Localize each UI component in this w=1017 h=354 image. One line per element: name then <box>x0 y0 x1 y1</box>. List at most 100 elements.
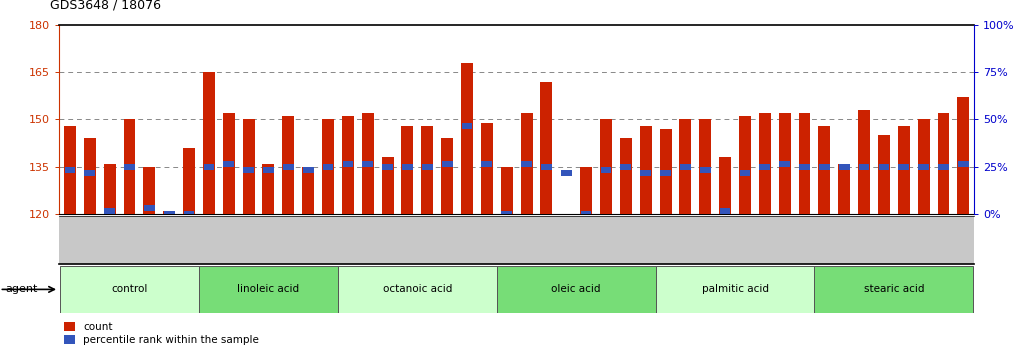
Text: agent: agent <box>5 284 38 295</box>
Bar <box>739 116 751 214</box>
Bar <box>64 167 75 173</box>
Bar <box>700 119 711 214</box>
Bar <box>338 266 496 313</box>
Bar <box>858 110 871 214</box>
Bar <box>760 164 770 170</box>
Bar <box>263 167 274 173</box>
Bar <box>496 266 656 313</box>
Bar <box>600 119 612 214</box>
Bar <box>422 164 432 170</box>
Bar <box>421 126 433 214</box>
Bar <box>898 164 909 170</box>
Bar <box>184 211 194 217</box>
Bar <box>303 167 313 173</box>
Bar <box>660 129 671 214</box>
Bar <box>898 126 910 214</box>
Bar <box>938 113 950 214</box>
Bar <box>362 113 373 214</box>
Bar <box>283 116 294 214</box>
Bar <box>700 167 711 173</box>
Text: palmitic acid: palmitic acid <box>702 284 769 295</box>
Bar <box>441 138 454 214</box>
Bar <box>501 211 513 217</box>
Bar <box>362 160 373 167</box>
Bar <box>521 160 532 167</box>
Text: GDS3648 / 18076: GDS3648 / 18076 <box>50 0 161 12</box>
Bar <box>878 135 890 214</box>
Bar <box>819 126 830 214</box>
Bar <box>223 113 235 214</box>
Bar <box>640 126 652 214</box>
Bar <box>779 160 790 167</box>
Bar <box>402 164 413 170</box>
Bar <box>540 81 552 214</box>
Text: octanoic acid: octanoic acid <box>382 284 452 295</box>
Bar <box>322 164 334 170</box>
Bar <box>481 122 493 214</box>
Bar <box>839 164 849 170</box>
Bar <box>815 266 973 313</box>
Bar <box>679 119 692 214</box>
Bar <box>680 164 691 170</box>
Bar <box>243 167 254 173</box>
Text: oleic acid: oleic acid <box>551 284 601 295</box>
Bar <box>441 160 453 167</box>
Bar <box>798 113 811 214</box>
Bar <box>719 157 731 214</box>
Bar <box>759 113 771 214</box>
Bar <box>541 164 552 170</box>
Bar <box>104 164 116 214</box>
Bar <box>938 164 949 170</box>
Bar <box>641 170 651 176</box>
Bar <box>243 119 254 214</box>
Bar <box>561 170 572 176</box>
Bar <box>203 72 215 214</box>
Bar <box>302 167 314 214</box>
Bar <box>799 164 810 170</box>
Bar <box>105 208 115 214</box>
Bar <box>163 211 175 214</box>
Bar <box>382 164 393 170</box>
Bar <box>879 164 889 170</box>
Bar <box>580 167 592 214</box>
Text: control: control <box>111 284 147 295</box>
Bar <box>858 164 870 170</box>
Text: linoleic acid: linoleic acid <box>237 284 300 295</box>
Bar <box>462 122 472 129</box>
Bar <box>322 119 334 214</box>
Bar <box>958 160 969 167</box>
Bar <box>500 167 513 214</box>
Bar <box>60 266 199 313</box>
Bar <box>601 167 611 173</box>
Bar <box>342 116 354 214</box>
Bar <box>481 160 492 167</box>
Bar <box>144 205 155 211</box>
Bar <box>620 138 632 214</box>
Bar <box>183 148 195 214</box>
Bar <box>164 211 175 217</box>
Text: stearic acid: stearic acid <box>863 284 924 295</box>
Bar <box>461 63 473 214</box>
Bar <box>402 126 413 214</box>
Bar <box>620 164 632 170</box>
Legend: count, percentile rank within the sample: count, percentile rank within the sample <box>64 322 258 345</box>
Bar <box>521 113 533 214</box>
Bar <box>124 164 135 170</box>
Bar <box>660 170 671 176</box>
Bar <box>656 266 815 313</box>
Bar <box>84 170 96 176</box>
Bar <box>819 164 830 170</box>
Bar <box>779 113 790 214</box>
Bar <box>224 160 234 167</box>
Bar <box>262 164 275 214</box>
Bar <box>343 160 353 167</box>
Bar <box>381 157 394 214</box>
Bar <box>957 97 969 214</box>
Bar <box>64 126 76 214</box>
Bar <box>917 119 930 214</box>
Bar <box>918 164 929 170</box>
Bar <box>283 164 294 170</box>
Bar <box>123 119 135 214</box>
Bar <box>581 211 592 217</box>
Bar <box>199 266 338 313</box>
